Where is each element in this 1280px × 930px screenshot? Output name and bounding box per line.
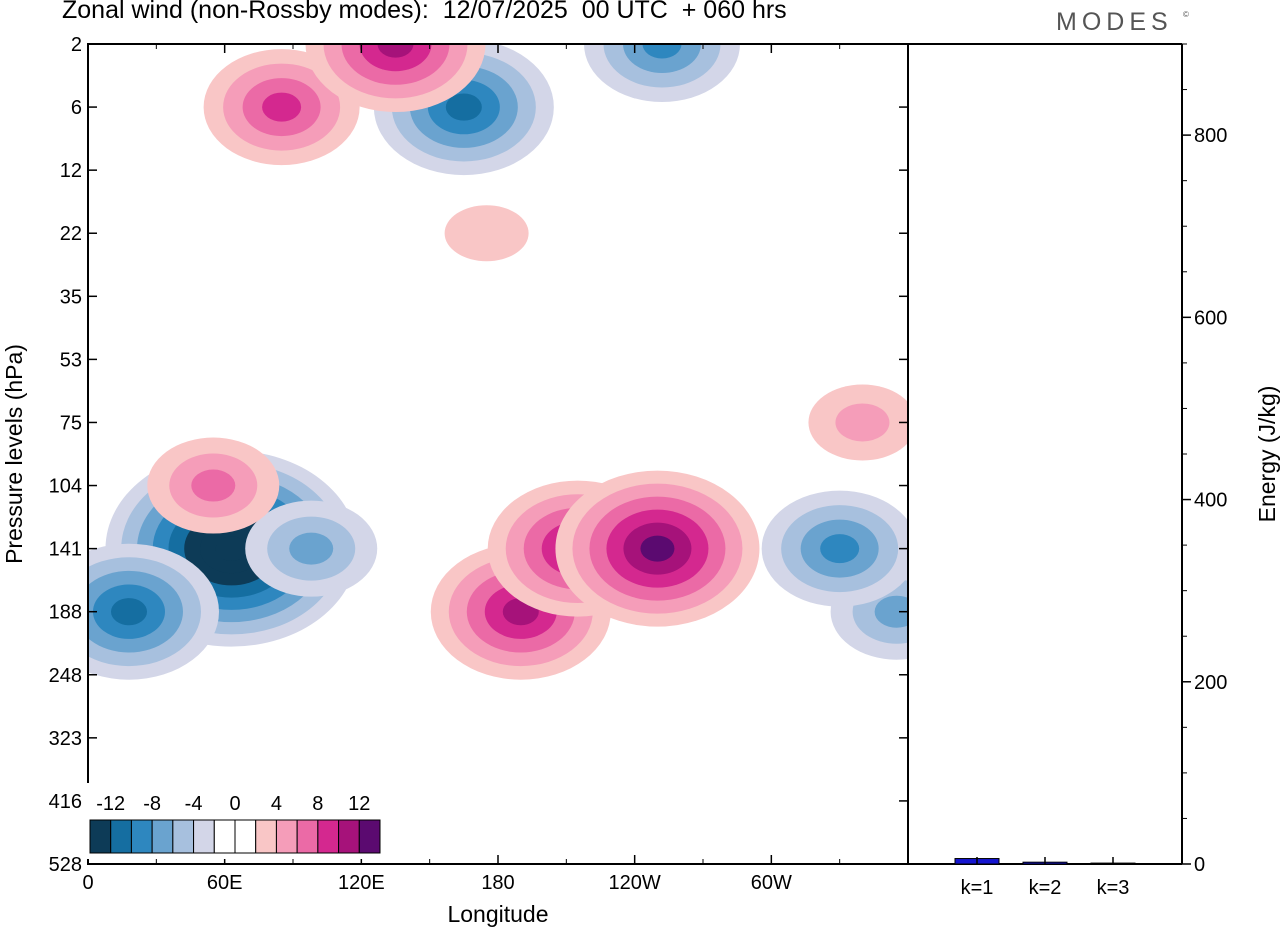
wind-feature [305, 44, 486, 112]
bar-category-label: k=3 [1097, 877, 1130, 899]
y-tick-label: 75 [60, 412, 82, 434]
y-tick-label: 323 [49, 728, 82, 750]
colorbar-swatch [89, 819, 112, 854]
y-tick-label: 2 [71, 34, 82, 56]
x-tick-label: 180 [481, 872, 514, 894]
wind-contour [445, 93, 482, 121]
y-tick-label: 141 [49, 539, 82, 561]
wind-feature [245, 500, 378, 597]
colorbar-tick-label: 12 [348, 793, 370, 815]
colorbar-swatch [130, 819, 153, 854]
colorbar-tick-label: -4 [185, 793, 203, 815]
y-tick-label: 416 [49, 791, 82, 813]
wind-contour [191, 469, 236, 502]
wind-feature [808, 384, 908, 461]
bar-category-label: k=2 [1029, 877, 1062, 899]
colorbar-swatch [296, 819, 319, 854]
brand-copyright-mark: © [1183, 10, 1189, 19]
colorbar-swatch [151, 819, 174, 854]
x-axis-label: Longitude [447, 901, 548, 927]
colorbar-swatch [358, 819, 381, 854]
wind-contour [111, 598, 147, 626]
colorbar-swatch [234, 819, 257, 854]
colorbar-tick-label: 4 [271, 793, 282, 815]
x-tick-label: 60E [207, 872, 243, 894]
wind-contour [289, 532, 334, 565]
wind-feature [88, 543, 219, 680]
x-tick-label: 0 [82, 872, 93, 894]
colorbar-swatch [275, 819, 298, 854]
energy-tick-label: 200 [1194, 672, 1227, 694]
y-tick-label: 12 [60, 160, 82, 182]
y-tick-label: 35 [60, 286, 82, 308]
y-tick-label: 104 [49, 476, 82, 498]
y-tick-label: 528 [49, 854, 82, 876]
heatmap-field [88, 44, 908, 864]
colorbar-swatch [172, 819, 195, 854]
bar-category-label: k=1 [961, 877, 994, 899]
y-tick-label: 22 [60, 223, 82, 245]
wind-contour [262, 92, 302, 122]
colorbar-tick-label: 0 [229, 793, 240, 815]
colorbar-swatch [193, 819, 215, 854]
brand-logo: MODES [1056, 8, 1173, 36]
colorbar-swatch [110, 819, 132, 854]
wind-contour [642, 44, 682, 59]
y-tick-label: 188 [49, 602, 82, 624]
wind-contour [874, 595, 908, 628]
wind-feature [584, 44, 740, 102]
energy-tick-label: 0 [1194, 854, 1205, 876]
colorbar-tick-label: -8 [143, 793, 161, 815]
wind-contour [444, 205, 529, 262]
y-tick-label: 248 [49, 665, 82, 687]
energy-axis-label: Energy (J/kg) [1254, 386, 1280, 523]
colorbar-swatch [338, 819, 360, 854]
x-tick-label: 120W [609, 872, 661, 894]
wind-contour [835, 403, 890, 442]
wind-contour [215, 536, 248, 561]
colorbar-swatch [213, 819, 236, 854]
x-tick-label: 120E [338, 872, 385, 894]
energy-bar-chart: 0 200 400 600 800 Energy (J/kg) k=1 k=2 k=3 [908, 43, 1280, 899]
wind-contour [377, 44, 414, 58]
wind-feature [444, 205, 529, 262]
colorbar-swatch [255, 819, 277, 854]
colorbar-swatch [317, 819, 340, 854]
y-tick-label: 53 [60, 349, 82, 371]
wind-feature [761, 490, 908, 607]
y-tick-label: 6 [71, 97, 82, 119]
chart-title: Zonal wind (non-Rossby modes): 12/07/202… [62, 0, 787, 24]
energy-tick-label: 600 [1194, 307, 1227, 329]
x-tick-label: 60W [751, 872, 792, 894]
colorbar-tick-label: -12 [96, 793, 125, 815]
energy-tick-label: 800 [1194, 125, 1227, 147]
wind-feature [147, 437, 280, 534]
wind-contour [640, 535, 675, 562]
y-axis-label: Pressure levels (hPa) [1, 344, 27, 564]
wind-contour [820, 534, 860, 564]
colorbar: -12 -8 -4 0 4 8 12 [86, 783, 384, 859]
colorbar-tick-label: 8 [312, 793, 323, 815]
energy-tick-label: 400 [1194, 490, 1227, 512]
wind-feature [555, 470, 760, 627]
